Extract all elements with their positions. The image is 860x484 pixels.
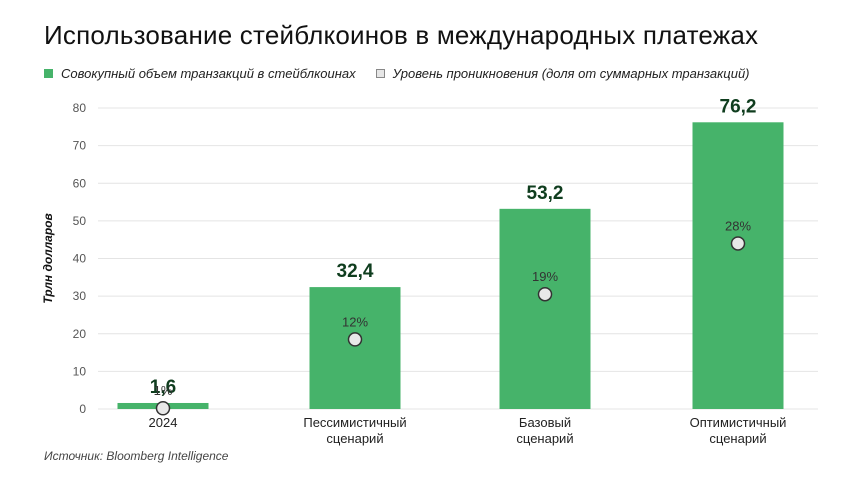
y-tick-label: 10 (73, 364, 87, 378)
x-tick-label: Базовый (519, 415, 571, 430)
x-tick-label: Оптимистичный (690, 415, 787, 430)
penetration-point (537, 286, 553, 302)
chart-title: Использование стейблкоинов в международн… (44, 20, 759, 50)
bar (309, 287, 401, 409)
x-tick-label: 2024 (149, 415, 178, 430)
bar (692, 122, 784, 410)
y-axis-label: Трлн долларов (41, 213, 55, 304)
penetration-label: 19% (532, 269, 558, 284)
y-tick-label: 60 (73, 176, 87, 190)
x-tick-label: сценарий (516, 431, 573, 446)
y-tick-label: 0 (79, 402, 86, 416)
source-note: Источник: Bloomberg Intelligence (44, 449, 229, 463)
legend-label-volume: Совокупный объем транзакций в стейблкоин… (61, 66, 356, 81)
penetration-label: 28% (725, 218, 751, 233)
y-tick-label: 40 (73, 252, 87, 266)
legend-item-penetration: Уровень проникновения (доля от суммарных… (375, 66, 750, 81)
legend-swatch-bar (44, 69, 53, 78)
bar-value-label: 32,4 (337, 261, 374, 282)
bar-value-label: 76,2 (720, 96, 757, 117)
x-tick-label: Пессимистичный (303, 415, 406, 430)
penetration-point (347, 332, 363, 347)
y-tick-label: 70 (73, 139, 87, 153)
penetration-label: 12% (342, 314, 368, 329)
legend-swatch-dot (375, 69, 385, 78)
legend: Совокупный объем транзакций в стейблкоин… (44, 66, 770, 81)
penetration-point (155, 400, 171, 416)
y-tick-label: 80 (73, 101, 87, 115)
bar-value-label: 1,6 (150, 377, 176, 398)
y-tick-label: 50 (73, 214, 87, 228)
x-tick-label: сценарий (326, 431, 383, 446)
legend-item-volume: Совокупный объем транзакций в стейблкоин… (44, 66, 356, 81)
penetration-point (730, 236, 746, 251)
bar-value-label: 53,2 (527, 183, 564, 204)
bar (499, 208, 591, 409)
legend-label-penetration: Уровень проникновения (доля от суммарных… (392, 66, 750, 81)
y-tick-label: 20 (73, 327, 87, 341)
penetration-label: 1% (154, 383, 173, 398)
x-tick-label: сценарий (709, 431, 766, 446)
y-tick-label: 30 (73, 289, 87, 303)
